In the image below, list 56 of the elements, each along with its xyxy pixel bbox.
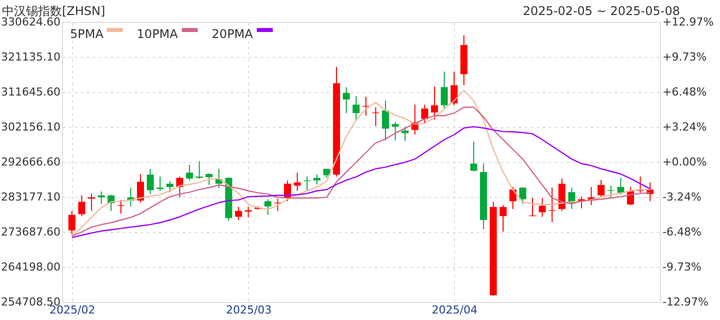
candlestick — [519, 187, 526, 204]
y2-tick-label: -12.97% — [662, 296, 708, 308]
candlestick — [607, 185, 614, 198]
y2-tick-label: +9.73% — [662, 50, 707, 64]
candlestick — [196, 160, 203, 180]
candlestick — [352, 96, 360, 122]
candlestick — [636, 176, 644, 194]
candlestick — [264, 198, 272, 216]
legend-label: 20PMA — [212, 27, 254, 41]
legend-label: 5PMA — [70, 27, 104, 41]
candlestick — [68, 210, 76, 235]
candlestick — [598, 179, 605, 198]
candlestick — [431, 86, 438, 120]
candlestick — [538, 197, 546, 218]
y2-tick-label: +6.48% — [662, 86, 707, 99]
y-tick-label: 302156.10 — [1, 120, 60, 134]
y-tick-label: 292666.60 — [1, 156, 60, 168]
y-tick-label: 264198.00 — [1, 260, 60, 274]
chart-title: 中汉锡指数[ZHSN] — [2, 4, 106, 18]
candlestick — [421, 104, 428, 124]
y-tick-label: 321135.10 — [1, 50, 60, 64]
y-tick-label: 283177.10 — [1, 190, 60, 204]
x-tick-label: 2025/03 — [226, 304, 272, 316]
candlestick — [117, 199, 124, 214]
candlestick — [382, 100, 389, 141]
y2-tick-label: +0.00% — [662, 156, 707, 168]
candlestick — [313, 174, 320, 185]
candlestick — [392, 122, 399, 141]
candlestick — [294, 172, 301, 192]
candlestick — [235, 206, 242, 221]
candlestick — [440, 71, 448, 110]
y2-tick-label: -3.24% — [662, 190, 702, 204]
candlestick — [206, 172, 213, 186]
chart-subtitle: 2025-02-05 ~ 2025-05-08 — [522, 4, 680, 18]
candlestick — [617, 177, 624, 196]
candlestick — [186, 164, 193, 181]
candlestick — [146, 168, 154, 195]
candlestick — [500, 204, 507, 232]
candlestick — [156, 176, 164, 192]
candlestick — [166, 180, 174, 193]
y-tick-label: 273687.60 — [1, 226, 60, 238]
candlestick — [98, 190, 105, 204]
y2-tick-label: +12.97% — [662, 16, 714, 28]
candlestick — [342, 86, 350, 114]
candlestick — [402, 126, 409, 142]
y2-tick-label: -9.73% — [662, 260, 702, 274]
y-tick-label: 330624.60 — [1, 16, 60, 28]
candlestick — [78, 194, 86, 217]
y2-tick-label: -6.48% — [662, 225, 702, 238]
candlestick — [450, 71, 458, 106]
y2-tick-label: +3.24% — [662, 120, 707, 134]
legend-label: 10PMA — [136, 27, 179, 41]
y-tick-label: 311645.60 — [1, 86, 60, 98]
x-tick-label: 2025/04 — [432, 304, 478, 316]
candlestick — [137, 174, 144, 204]
candlestick — [470, 141, 478, 172]
